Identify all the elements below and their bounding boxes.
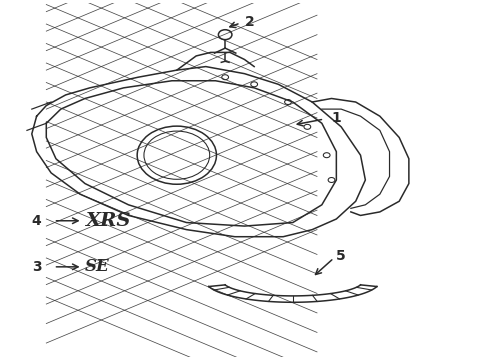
Text: 2: 2 [244,15,254,29]
Text: SE: SE [85,258,109,275]
Text: XRS: XRS [85,212,130,230]
Text: 1: 1 [331,111,341,125]
Text: 3: 3 [32,260,41,274]
Text: 4: 4 [32,214,41,228]
Text: 5: 5 [336,249,346,263]
